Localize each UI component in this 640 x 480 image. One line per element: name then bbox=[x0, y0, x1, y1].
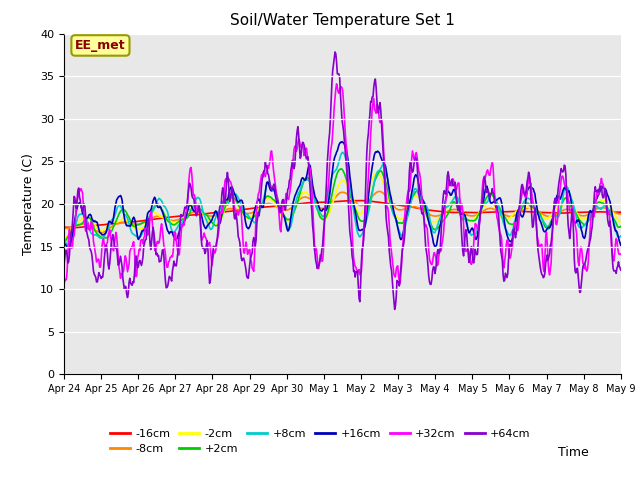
+2cm bbox=[617, 224, 625, 229]
-16cm bbox=[214, 210, 222, 216]
+16cm bbox=[127, 220, 135, 226]
-2cm bbox=[214, 221, 221, 227]
+64cm bbox=[391, 307, 399, 312]
Y-axis label: Temperature (C): Temperature (C) bbox=[22, 153, 35, 255]
+2cm bbox=[214, 222, 221, 228]
-8cm bbox=[412, 204, 419, 210]
+64cm bbox=[127, 282, 135, 288]
+32cm bbox=[333, 81, 340, 87]
+16cm bbox=[70, 222, 78, 228]
+8cm bbox=[71, 225, 79, 230]
-8cm bbox=[70, 224, 78, 229]
+16cm bbox=[428, 228, 435, 234]
-2cm bbox=[617, 219, 625, 225]
+32cm bbox=[70, 233, 78, 239]
-16cm bbox=[354, 198, 362, 204]
-16cm bbox=[70, 225, 78, 230]
-2cm bbox=[127, 223, 135, 228]
+16cm bbox=[411, 174, 419, 180]
+16cm bbox=[214, 212, 221, 217]
+32cm bbox=[184, 194, 192, 200]
-16cm bbox=[128, 219, 136, 225]
+8cm bbox=[214, 211, 222, 216]
-8cm bbox=[128, 221, 136, 227]
+16cm bbox=[617, 242, 625, 248]
Legend: -16cm, -8cm, -2cm, +2cm, +8cm, +16cm, +32cm, +64cm: -16cm, -8cm, -2cm, +2cm, +8cm, +16cm, +3… bbox=[105, 424, 535, 459]
-8cm bbox=[214, 212, 222, 217]
+32cm bbox=[60, 281, 68, 287]
-2cm bbox=[184, 208, 192, 214]
+8cm bbox=[128, 230, 136, 236]
-8cm bbox=[185, 211, 193, 217]
+8cm bbox=[60, 238, 68, 243]
+2cm bbox=[337, 166, 345, 172]
+2cm bbox=[70, 224, 78, 230]
+16cm bbox=[184, 207, 192, 213]
+32cm bbox=[412, 151, 419, 157]
+64cm bbox=[70, 193, 78, 199]
+32cm bbox=[428, 262, 436, 267]
Line: +64cm: +64cm bbox=[64, 52, 621, 310]
+64cm bbox=[617, 267, 625, 273]
+64cm bbox=[214, 235, 221, 241]
+8cm bbox=[185, 206, 193, 212]
-8cm bbox=[428, 213, 436, 218]
+16cm bbox=[431, 244, 439, 250]
+8cm bbox=[339, 149, 347, 155]
+2cm bbox=[428, 221, 435, 227]
-2cm bbox=[60, 236, 68, 241]
-16cm bbox=[60, 224, 68, 230]
-2cm bbox=[428, 218, 435, 224]
Line: +2cm: +2cm bbox=[64, 169, 621, 241]
Line: -8cm: -8cm bbox=[64, 192, 621, 232]
Line: +32cm: +32cm bbox=[64, 84, 621, 284]
+2cm bbox=[127, 220, 135, 226]
+32cm bbox=[127, 244, 135, 250]
+64cm bbox=[412, 155, 419, 161]
Line: +16cm: +16cm bbox=[64, 142, 621, 247]
-8cm bbox=[375, 189, 383, 194]
Line: -2cm: -2cm bbox=[64, 173, 621, 239]
-8cm bbox=[98, 229, 106, 235]
-16cm bbox=[617, 209, 625, 215]
+2cm bbox=[184, 214, 192, 220]
Text: Time: Time bbox=[558, 446, 589, 459]
+64cm bbox=[184, 192, 192, 198]
+64cm bbox=[332, 49, 339, 55]
Line: +8cm: +8cm bbox=[64, 152, 621, 245]
Text: EE_met: EE_met bbox=[75, 39, 126, 52]
+8cm bbox=[65, 242, 72, 248]
+16cm bbox=[338, 139, 346, 144]
-16cm bbox=[412, 205, 419, 211]
-16cm bbox=[428, 208, 436, 214]
+8cm bbox=[412, 186, 419, 192]
-2cm bbox=[70, 222, 78, 228]
Title: Soil/Water Temperature Set 1: Soil/Water Temperature Set 1 bbox=[230, 13, 455, 28]
+64cm bbox=[60, 262, 68, 268]
+64cm bbox=[428, 276, 436, 282]
+16cm bbox=[60, 241, 68, 247]
-8cm bbox=[60, 226, 68, 231]
+32cm bbox=[617, 252, 625, 257]
-16cm bbox=[71, 225, 79, 230]
-2cm bbox=[411, 193, 419, 199]
-8cm bbox=[617, 211, 625, 217]
+8cm bbox=[428, 227, 436, 232]
+32cm bbox=[214, 237, 221, 242]
-2cm bbox=[373, 170, 381, 176]
+2cm bbox=[60, 239, 68, 244]
Line: -16cm: -16cm bbox=[64, 201, 621, 228]
+8cm bbox=[617, 233, 625, 239]
-16cm bbox=[185, 212, 193, 218]
+2cm bbox=[411, 190, 419, 196]
+32cm bbox=[396, 281, 404, 287]
